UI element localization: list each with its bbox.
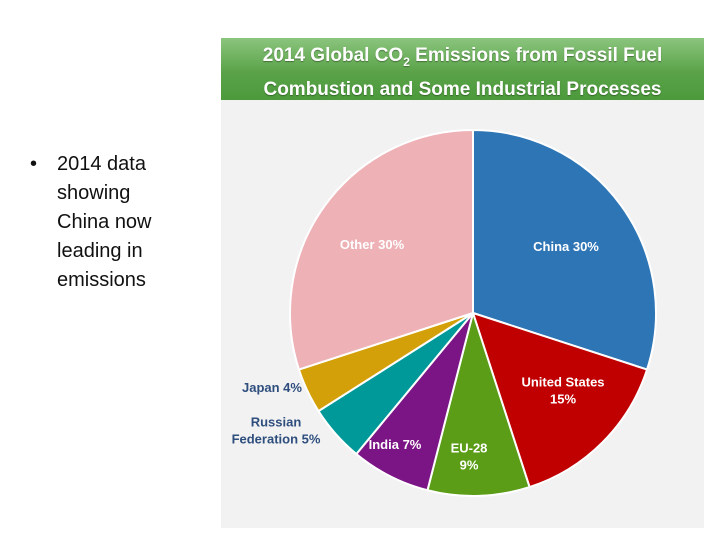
pie-slice-eu-28 xyxy=(426,309,531,497)
pie-slice-china xyxy=(472,128,657,371)
slice-label-line: Federation 5% xyxy=(232,432,321,447)
slice-label-line: China 30% xyxy=(533,239,599,254)
slice-label-line: EU-28 xyxy=(451,441,488,456)
chart-title: 2014 Global CO2 Emissions from Fossil Fu… xyxy=(221,42,704,103)
slice-label-line: United States xyxy=(521,375,604,390)
pie-slice-other xyxy=(289,128,474,371)
slice-label-united-states: United States 15% xyxy=(521,375,604,407)
chart-title-line-1: 2014 Global CO2 Emissions from Fossil Fu… xyxy=(221,42,704,76)
chart-title-subscript: 2 xyxy=(403,54,410,69)
chart-title-suffix: Emissions from Fossil Fuel xyxy=(409,45,663,66)
slice-label-other: Other 30% xyxy=(340,237,405,252)
chart-title-prefix: 2014 Global CO xyxy=(262,45,404,66)
slice-label-line: Russian xyxy=(251,415,302,430)
slice-label-line: Other 30% xyxy=(340,237,405,252)
slice-label-line: India 7% xyxy=(369,437,422,452)
slice-label-india: India 7% xyxy=(369,437,422,452)
pie-slice-united-states xyxy=(471,311,649,489)
slice-label-eu-28: EU-28 9% xyxy=(451,441,488,473)
slice-label-russian-federation: Russian Federation 5% xyxy=(232,415,321,447)
bullet-symbol: • xyxy=(30,153,38,175)
slice-label-line: 9% xyxy=(460,458,479,473)
slice-label-china: China 30% xyxy=(533,239,599,254)
chart-header: 2014 Global CO2 Emissions from Fossil Fu… xyxy=(221,38,704,100)
slice-label-line: 15% xyxy=(550,392,576,407)
slice-label-line: Japan 4% xyxy=(242,380,302,395)
chart-title-line-2: Combustion and Some Industrial Processes xyxy=(263,78,662,100)
slice-label-japan: Japan 4% xyxy=(242,380,302,395)
bullet-text: 2014 data showing China now leading in e… xyxy=(57,153,152,291)
